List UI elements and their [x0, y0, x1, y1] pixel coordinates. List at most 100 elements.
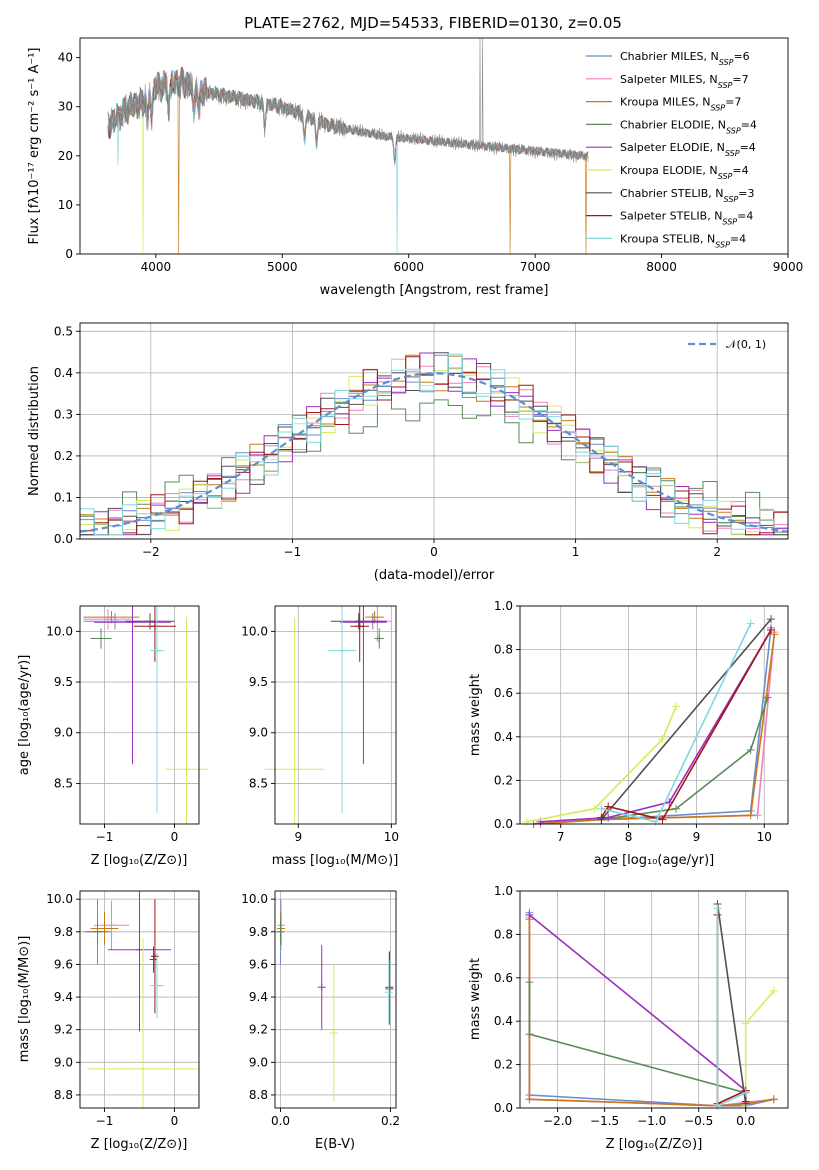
spectrum-plot — [107, 37, 589, 255]
x-tick-label: 4000 — [141, 260, 172, 274]
mass-vs-metallicity-xlabel: Z [log₁₀(Z/Z⊙)] — [91, 1137, 188, 1152]
age-vs-mass-plot — [264, 606, 396, 824]
gaussian-curve — [79, 372, 789, 533]
x-tick-label: 9 — [693, 830, 701, 844]
y-tick-label: 0.6 — [494, 686, 513, 700]
y-tick-label: 9.5 — [249, 675, 268, 689]
mass-vs-metallicity-plot — [80, 891, 199, 1108]
x-tick-label: 1 — [572, 545, 580, 559]
y-tick-label: 8.8 — [54, 1088, 73, 1102]
weight-vs-age-ticks: 7 8 9 10 0.0 0.2 0.4 0.6 0.8 1.0 — [494, 599, 772, 844]
y-tick-label: 9.5 — [54, 675, 73, 689]
x-tick-label: 5000 — [267, 260, 298, 274]
weight-line-5 — [744, 990, 775, 1106]
spectrum-legend-label-0: Chabrier MILES, NSSP=6 — [620, 50, 750, 67]
spectrum-line-8 — [109, 69, 589, 255]
x-tick-label: 0 — [171, 1114, 179, 1128]
weight-vs-metallicity-ylabel: mass weight — [468, 958, 483, 1040]
x-tick-label: 0.0 — [736, 1114, 755, 1128]
y-tick-label: 30 — [58, 100, 73, 114]
weight-line-1 — [540, 632, 776, 825]
y-tick-label: 9.0 — [54, 1055, 73, 1069]
x-tick-label: −0.5 — [684, 1114, 713, 1128]
y-tick-label: 9.6 — [54, 957, 73, 971]
x-tick-label: 7000 — [520, 260, 551, 274]
weight-line-0 — [533, 627, 772, 825]
x-tick-label: 8 — [625, 830, 633, 844]
spectrum-ticks: 4000 5000 6000 7000 8000 9000 0 10 20 30 40 — [58, 51, 804, 274]
y-tick-label: 0.2 — [494, 1058, 513, 1072]
y-tick-label: 20 — [58, 149, 73, 163]
residual-ticks: −2 −1 0 1 2 0.0 0.1 0.2 0.3 0.4 0.5 — [54, 324, 721, 559]
x-tick-label: 0 — [430, 545, 438, 559]
age-vs-mass-xlabel: mass [log₁₀(M/M⊙)] — [272, 853, 399, 868]
y-tick-label: 8.8 — [249, 1088, 268, 1102]
y-tick-label: 10 — [58, 198, 73, 212]
weight-line-5 — [526, 705, 677, 823]
weight-line-3 — [601, 697, 769, 821]
y-tick-label: 9.8 — [54, 925, 73, 939]
y-tick-label: 9.0 — [54, 726, 73, 740]
weight-vs-age-plot — [520, 605, 788, 828]
weight-vs-metallicity-xlabel: Z [log₁₀(Z/Z⊙)] — [606, 1137, 703, 1152]
y-tick-label: 9.4 — [54, 990, 73, 1004]
y-tick-label: 0.8 — [494, 643, 513, 657]
spectrum-ylabel: Flux [fλ10⁻¹⁷ erg cm⁻² s⁻¹ A⁻¹] — [27, 48, 42, 245]
y-tick-label: 10.0 — [46, 892, 73, 906]
spectrum-legend-label-4: Salpeter ELODIE, NSSP=4 — [620, 141, 756, 158]
weight-line-6 — [716, 903, 747, 1104]
spectrum-legend-label-5: Kroupa ELODIE, NSSP=4 — [620, 164, 749, 181]
spectrum-legend-label-6: Chabrier STELIB, NSSP=3 — [620, 187, 754, 204]
y-tick-label: 0 — [65, 247, 73, 261]
y-tick-label: 0.2 — [54, 449, 73, 463]
y-tick-label: 0.5 — [54, 324, 73, 338]
x-tick-label: 10 — [757, 830, 772, 844]
age-vs-metallicity-ticks: −1 0 8.5 9.0 9.5 10.0 — [46, 624, 178, 844]
y-tick-label: 0.4 — [494, 730, 513, 744]
mass-vs-ebv-plot — [275, 891, 396, 1108]
x-tick-label: 0.2 — [381, 1114, 400, 1128]
weight-vs-age-ylabel: mass weight — [468, 674, 483, 756]
spectrum-title: PLATE=2762, MJD=54533, FIBERID=0130, z=0… — [244, 14, 622, 32]
spectrum-legend-label-8: Kroupa STELIB, NSSP=4 — [620, 232, 746, 249]
weight-vs-metallicity-ticks: −2.0 −1.5 −1.0 −0.5 0.0 0.0 0.2 0.4 0.6 0.8 1.0 — [494, 884, 755, 1128]
y-tick-label: 9.4 — [249, 990, 268, 1004]
y-tick-label: 9.8 — [249, 925, 268, 939]
age-vs-mass-ticks: 9 10 8.5 9.0 9.5 10.0 — [241, 624, 399, 844]
x-tick-label: −1 — [96, 1114, 114, 1128]
weight-vs-metallicity-plot — [520, 890, 788, 1110]
weight-vs-age-frame — [519, 605, 789, 825]
age-vs-mass-frame — [274, 605, 397, 825]
residual-histogram-8 — [79, 353, 788, 539]
y-tick-label: 0.4 — [54, 366, 73, 380]
y-tick-label: 9.2 — [54, 1023, 73, 1037]
y-tick-label: 1.0 — [494, 599, 513, 613]
mass-vs-metallicity-ticks: −1 0 8.8 9.0 9.2 9.4 9.6 9.8 10.0 — [46, 892, 178, 1128]
y-tick-label: 0.6 — [494, 971, 513, 985]
x-tick-label: −1.5 — [590, 1114, 619, 1128]
y-tick-label: 8.5 — [249, 776, 268, 790]
mass-vs-metallicity-frame — [79, 890, 200, 1109]
x-tick-label: 0 — [171, 830, 179, 844]
residual-histogram-6 — [79, 352, 788, 539]
weight-line-4 — [528, 914, 747, 1092]
x-tick-label: 7 — [557, 830, 565, 844]
y-tick-label: 9.6 — [249, 957, 268, 971]
y-tick-label: 0.4 — [494, 1014, 513, 1028]
age-vs-metallicity-frame — [79, 605, 200, 825]
spectrum-legend-label-1: Salpeter MILES, NSSP=7 — [620, 73, 749, 90]
y-tick-label: 0.0 — [494, 1101, 513, 1115]
x-tick-label: −1 — [96, 830, 114, 844]
y-tick-label: 10.0 — [241, 892, 268, 906]
observed-spectrum-line — [107, 37, 589, 164]
spectrum-legend: Chabrier MILES, NSSP=6 Salpeter MILES, NS… — [586, 50, 757, 249]
y-tick-label: 10.0 — [241, 624, 268, 638]
x-tick-label: 0.0 — [271, 1114, 290, 1128]
x-tick-label: −2 — [142, 545, 160, 559]
x-tick-label: −1 — [284, 545, 302, 559]
y-tick-label: 0.1 — [54, 490, 73, 504]
y-tick-label: 9.2 — [249, 1023, 268, 1037]
age-vs-metallicity-xlabel: Z [log₁₀(Z/Z⊙)] — [91, 853, 188, 868]
spectrum-frame — [79, 37, 789, 255]
